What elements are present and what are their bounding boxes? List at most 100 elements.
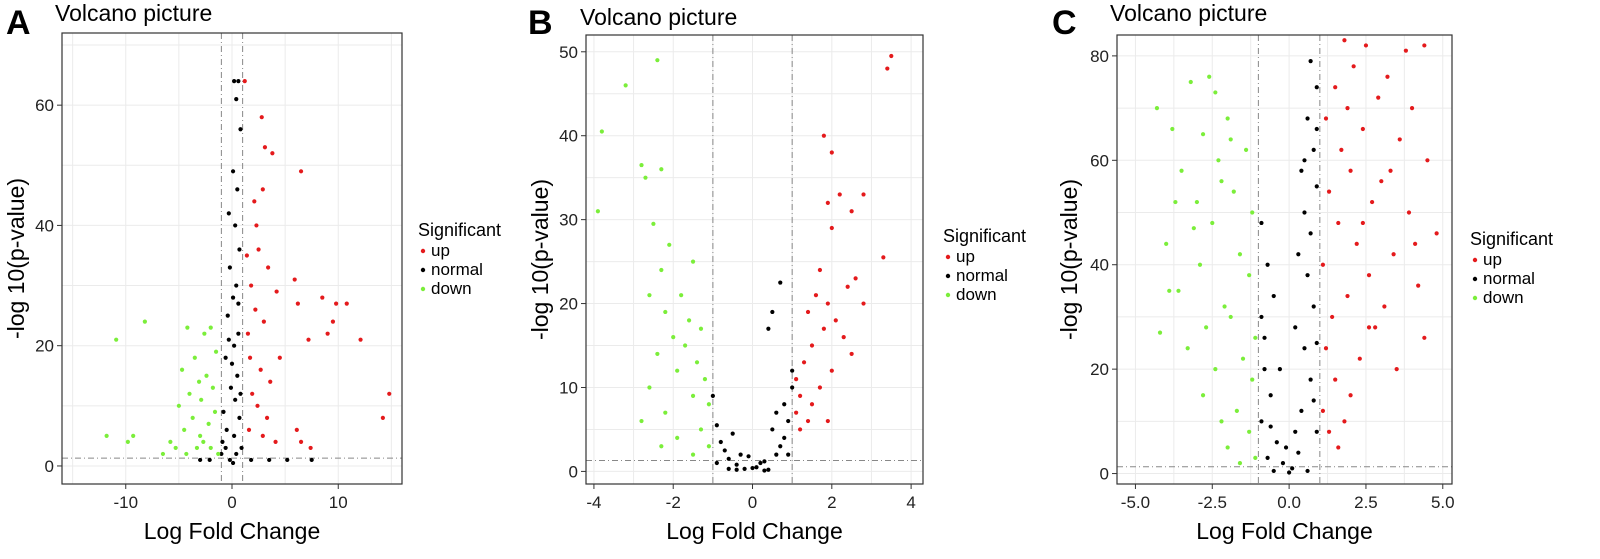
- legend-entry-up: up: [431, 241, 450, 260]
- data-point-down: [1250, 210, 1255, 215]
- data-point-normal: [726, 456, 731, 461]
- data-point-normal: [1311, 304, 1316, 309]
- data-point-up: [1416, 283, 1421, 288]
- data-point-up: [380, 415, 385, 420]
- data-point-normal: [1259, 220, 1264, 226]
- data-point-normal: [1274, 440, 1279, 445]
- data-point-up: [260, 187, 265, 192]
- y-tick-label: 20: [559, 295, 578, 314]
- data-point-up: [861, 301, 866, 306]
- data-point-down: [201, 439, 206, 445]
- data-point-normal: [227, 457, 232, 463]
- series-up: [1320, 38, 1439, 450]
- data-point-down: [1170, 126, 1175, 132]
- data-point-normal: [1302, 158, 1307, 163]
- series-down: [1154, 74, 1258, 466]
- legend-entry-up: up: [1483, 250, 1502, 269]
- data-point-down: [179, 367, 185, 372]
- data-point-up: [821, 326, 826, 331]
- data-point-down: [184, 451, 189, 457]
- data-point-normal: [238, 391, 243, 396]
- data-point-up: [829, 225, 834, 231]
- data-point-up: [845, 284, 850, 289]
- data-point-down: [1240, 356, 1246, 361]
- legend-entry-normal: normal: [1483, 269, 1535, 288]
- data-point-up: [1391, 252, 1396, 257]
- data-point-normal: [722, 448, 727, 453]
- data-point-normal: [1305, 468, 1310, 474]
- data-point-normal: [746, 454, 751, 459]
- data-point-up: [801, 360, 807, 365]
- y-axis-title: -log 10(p-value): [527, 179, 553, 340]
- data-point-normal: [1305, 116, 1310, 121]
- data-point-normal: [226, 211, 231, 216]
- x-tick-label: 5.0: [1431, 493, 1455, 512]
- data-point-down: [1204, 325, 1209, 330]
- data-point-down: [185, 325, 190, 330]
- data-point-down: [142, 319, 147, 324]
- data-point-up: [270, 151, 275, 156]
- data-point-up: [1345, 105, 1350, 111]
- data-point-normal: [238, 127, 243, 132]
- legend-marker-up: [1472, 257, 1478, 263]
- data-point-down: [212, 409, 218, 414]
- data-point-up: [260, 433, 265, 438]
- x-tick-label: -2.5: [1198, 493, 1227, 512]
- chart-title: Volcano picture: [55, 0, 212, 26]
- y-tick-label: 10: [559, 378, 578, 397]
- data-point-normal: [219, 451, 224, 457]
- data-point-up: [1382, 304, 1387, 309]
- data-point-up: [1342, 419, 1347, 424]
- data-point-up: [1360, 220, 1365, 226]
- data-point-normal: [786, 452, 791, 457]
- data-point-normal: [1305, 273, 1310, 278]
- data-point-up: [825, 200, 830, 205]
- plot-area: [586, 35, 923, 484]
- data-point-normal: [786, 418, 791, 424]
- x-tick-label: -2: [666, 493, 681, 512]
- data-point-up: [1422, 335, 1427, 340]
- data-point-up: [245, 331, 251, 336]
- data-point-normal: [232, 79, 237, 84]
- y-tick-label: 60: [35, 96, 54, 115]
- data-point-normal: [228, 385, 234, 390]
- data-point-normal: [714, 460, 719, 466]
- series-normal: [198, 79, 314, 466]
- data-point-normal: [1296, 252, 1301, 257]
- data-point-normal: [714, 423, 719, 428]
- data-point-up: [253, 307, 258, 312]
- data-point-up: [1330, 314, 1335, 320]
- data-point-down: [675, 368, 680, 373]
- data-point-up: [841, 335, 846, 340]
- y-tick-label: 40: [35, 216, 54, 235]
- data-point-up: [306, 337, 311, 342]
- data-point-down: [1216, 158, 1221, 163]
- series-down: [104, 319, 221, 457]
- data-point-normal: [224, 427, 229, 432]
- data-point-up: [258, 367, 263, 372]
- x-tick-label: 0: [748, 493, 757, 512]
- data-point-down: [199, 397, 204, 402]
- data-point-normal: [227, 265, 232, 270]
- data-point-normal: [758, 460, 763, 466]
- data-point-normal: [239, 445, 244, 451]
- data-point-up: [1409, 105, 1415, 111]
- data-point-normal: [778, 444, 783, 449]
- data-point-normal: [1259, 419, 1264, 424]
- data-point-up: [1339, 147, 1344, 152]
- data-point-down: [1176, 288, 1181, 293]
- data-point-up: [1333, 377, 1338, 382]
- data-point-down: [206, 421, 211, 426]
- data-point-up: [837, 192, 842, 197]
- data-point-up: [244, 253, 249, 258]
- x-axis-title: Log Fold Change: [1196, 518, 1372, 544]
- x-tick-label: 0.0: [1277, 493, 1301, 512]
- data-point-down: [1237, 461, 1243, 466]
- data-point-up: [250, 391, 255, 396]
- data-point-up: [1351, 64, 1356, 69]
- data-point-down: [1173, 199, 1178, 205]
- legend-marker-down: [420, 286, 426, 292]
- legend-entry-up: up: [956, 247, 975, 266]
